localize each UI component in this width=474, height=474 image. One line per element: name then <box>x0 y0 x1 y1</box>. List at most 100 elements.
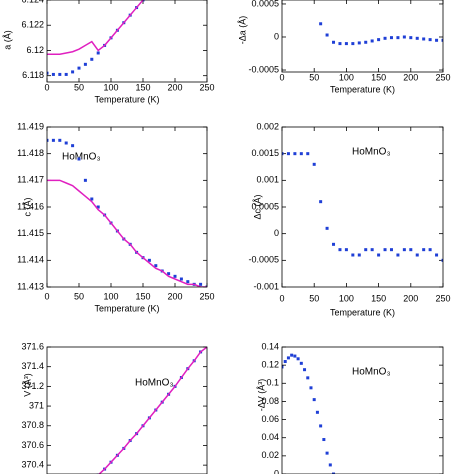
x-tick-label: 250 <box>199 291 214 301</box>
data-point <box>309 386 313 390</box>
data-point <box>325 451 329 455</box>
y-tick-label: -0.0005 <box>248 255 279 265</box>
y-tick-label: 370.8 <box>21 420 44 430</box>
x-tick-label: 50 <box>74 291 84 301</box>
data-point <box>422 37 426 41</box>
data-point <box>428 38 432 42</box>
data-point <box>83 178 87 182</box>
data-point <box>96 51 100 55</box>
data-point <box>422 248 426 252</box>
x-axis-label: Temperature (K) <box>330 84 395 94</box>
data-point <box>47 71 49 75</box>
panel: 370.4 370.6 370.8 371 371.2 371.4 371.6 V (Å³) H… <box>21 341 208 474</box>
x-axis-label: Temperature (K) <box>94 303 159 313</box>
data-point <box>319 424 323 428</box>
y-tick-label: 0.08 <box>261 396 279 406</box>
data-point <box>415 253 419 257</box>
data-point <box>402 248 406 252</box>
data-point <box>344 248 348 252</box>
data-point <box>64 72 68 76</box>
data-point <box>441 38 443 42</box>
data-point <box>147 258 151 262</box>
data-point <box>441 258 443 262</box>
data-point <box>328 463 332 467</box>
y-tick-label: 0.12 <box>261 360 279 370</box>
y-tick-label: 371 <box>29 400 44 410</box>
y-tick-label: 6.12 <box>26 45 44 55</box>
x-tick-label: 200 <box>403 72 418 82</box>
plot-area <box>282 353 336 474</box>
x-tick-label: 0 <box>44 82 49 92</box>
panel: -0.001 -0.0005 0 0.0005 0.001 0.0015 0.002 0 50 1… <box>248 121 450 317</box>
y-tick-label: 6.122 <box>21 20 44 30</box>
data-point <box>435 253 439 257</box>
x-tick-label: 100 <box>339 72 354 82</box>
data-point <box>167 272 171 276</box>
data-point <box>357 41 361 45</box>
x-tick-label: 50 <box>309 72 319 82</box>
data-point <box>325 226 329 230</box>
x-tick-label: 150 <box>135 82 150 92</box>
fit-line <box>47 0 144 55</box>
y-tick-label: 0.02 <box>261 450 279 460</box>
y-tick-label: 0 <box>274 228 279 238</box>
y-tick-label: 0.001 <box>256 175 279 185</box>
data-point <box>283 360 287 364</box>
x-tick-label: 100 <box>339 293 354 303</box>
data-point <box>306 376 310 380</box>
y-axis-label: -Δa (Å) <box>237 16 247 45</box>
data-point <box>312 162 316 166</box>
data-point <box>377 253 381 257</box>
x-tick-label: 250 <box>199 82 214 92</box>
data-point <box>389 36 393 40</box>
x-tick-label: 100 <box>103 82 118 92</box>
y-axis-label: Δc (Å) <box>252 194 262 219</box>
data-point <box>83 62 87 66</box>
data-point <box>364 248 368 252</box>
data-point <box>77 157 81 161</box>
data-point <box>351 42 355 46</box>
plot-area <box>282 152 443 262</box>
data-point <box>428 248 432 252</box>
data-point <box>351 253 355 257</box>
annotation: HoMnO₃ <box>352 147 391 158</box>
y-tick-label: 11.418 <box>17 148 44 158</box>
data-point <box>179 277 183 281</box>
data-point <box>370 39 374 43</box>
data-point <box>186 280 190 284</box>
y-tick-label: 371.6 <box>21 341 44 351</box>
data-point <box>383 248 387 252</box>
data-point <box>290 353 294 357</box>
data-point <box>71 70 75 74</box>
x-tick-label: 0 <box>44 291 49 301</box>
y-tick-label: 0.002 <box>256 121 279 131</box>
data-point <box>315 410 319 414</box>
y-tick-label: 0 <box>274 468 279 474</box>
x-tick-label: 250 <box>435 293 450 303</box>
axes-frame <box>281 0 444 73</box>
axes-frame <box>46 0 208 83</box>
x-tick-label: 50 <box>74 82 84 92</box>
y-tick-label: 0 <box>274 31 279 41</box>
x-tick-label: 150 <box>371 293 386 303</box>
x-tick-label: 100 <box>103 291 118 301</box>
x-axis-label: Temperature (K) <box>330 307 395 317</box>
fit-line <box>47 179 207 287</box>
y-tick-label: 0.0015 <box>251 148 279 158</box>
data-point <box>296 357 300 361</box>
axes-frame <box>46 126 208 288</box>
data-point <box>415 36 419 40</box>
y-tick-label: 11.415 <box>17 228 44 238</box>
y-tick-label: 0.1 <box>266 378 279 388</box>
data-point <box>332 242 336 246</box>
data-point <box>51 72 55 76</box>
data-point <box>293 152 297 156</box>
data-point <box>299 361 303 365</box>
y-tick-label: 370.4 <box>21 460 44 470</box>
y-tick-label: -0.0005 <box>248 64 279 74</box>
y-tick-label: 0.0005 <box>251 0 279 8</box>
data-point <box>435 38 439 42</box>
y-axis-label: a (Å) <box>2 30 12 50</box>
data-point <box>286 356 290 360</box>
y-tick-label: 6.118 <box>22 70 44 80</box>
